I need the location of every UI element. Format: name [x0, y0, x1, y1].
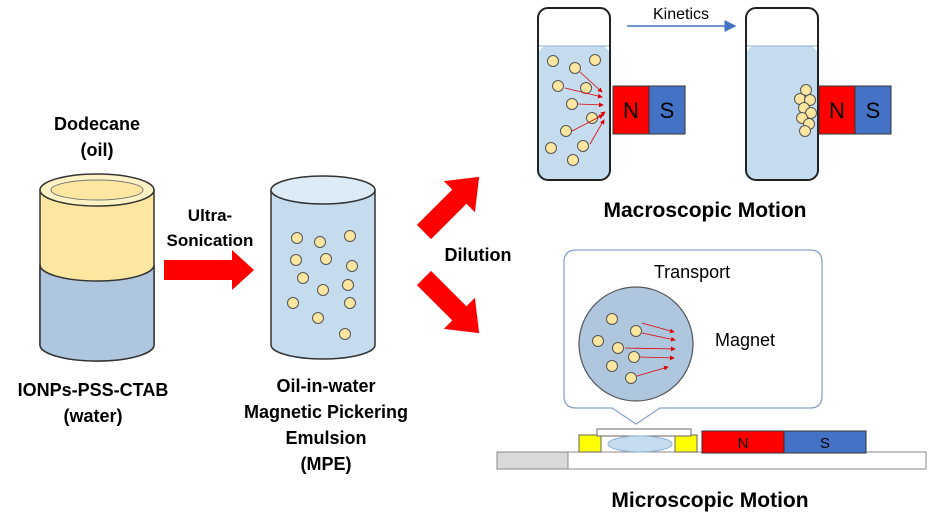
mpe-label-3: Emulsion: [285, 428, 366, 448]
south-pole-label: S: [660, 98, 675, 123]
mpe-cylinder: [270, 175, 376, 360]
spacer-left: [578, 434, 602, 453]
mpe-label-1: Oil-in-water: [276, 376, 375, 396]
sonication-arrow: [164, 250, 254, 290]
micro-magnet-south: [783, 430, 867, 454]
droplet: [320, 253, 332, 265]
droplet: [344, 230, 356, 242]
magnet-label: Magnet: [715, 330, 775, 350]
glass-slide: [567, 451, 927, 470]
droplet: [290, 254, 302, 266]
droplet: [342, 279, 354, 291]
droplet: [317, 284, 329, 296]
sonication-label-2: Sonication: [167, 231, 254, 250]
water-subtitle: (water): [63, 406, 122, 426]
macro-force-arrows: [564, 71, 606, 145]
north-pole-label: N: [738, 435, 749, 452]
droplet: [314, 236, 326, 248]
macro-droplets-before: [545, 54, 601, 166]
mpe-droplets: [287, 230, 358, 340]
transport-label: Transport: [654, 262, 730, 282]
droplet: [344, 297, 356, 309]
south-pole-label: S: [820, 435, 830, 452]
droplet: [287, 297, 299, 309]
droplet: [346, 260, 358, 272]
cover-slip: [596, 428, 692, 437]
dilution-arrow-up: [416, 176, 480, 240]
droplet: [291, 232, 303, 244]
macro-magnet-after: [818, 85, 892, 135]
sonication-label-1: Ultra-: [188, 206, 232, 225]
macro-vial-after: [745, 7, 819, 181]
south-pole-label: S: [866, 98, 881, 123]
droplet: [339, 328, 351, 340]
micro-force-arrows: [624, 322, 676, 377]
water-title: IONPs-PSS-CTAB: [18, 380, 169, 400]
oil-subtitle: (oil): [81, 140, 114, 160]
macro-magnet-before: [612, 85, 686, 135]
dilution-label: Dilution: [445, 245, 512, 265]
north-pole-label: N: [829, 98, 845, 123]
macroscopic-title: Macroscopic Motion: [603, 199, 806, 222]
kinetics-label: Kinetics: [653, 6, 709, 23]
spacer-right: [674, 434, 698, 453]
dilution-arrow-down: [416, 270, 480, 334]
biphasic-cylinder: [39, 173, 155, 362]
mpe-label-4: (MPE): [301, 454, 352, 474]
slide-holder: [496, 451, 570, 470]
microscopic-title: Microscopic Motion: [611, 489, 808, 512]
oil-title: Dodecane: [54, 114, 140, 134]
micro-droplets: [592, 313, 642, 384]
north-pole-label: N: [623, 98, 639, 123]
macro-droplets-after: [794, 84, 817, 137]
mpe-label-2: Magnetic Pickering: [244, 402, 408, 422]
sample-droplet: [607, 435, 673, 453]
droplet: [297, 272, 309, 284]
droplet: [312, 312, 324, 324]
